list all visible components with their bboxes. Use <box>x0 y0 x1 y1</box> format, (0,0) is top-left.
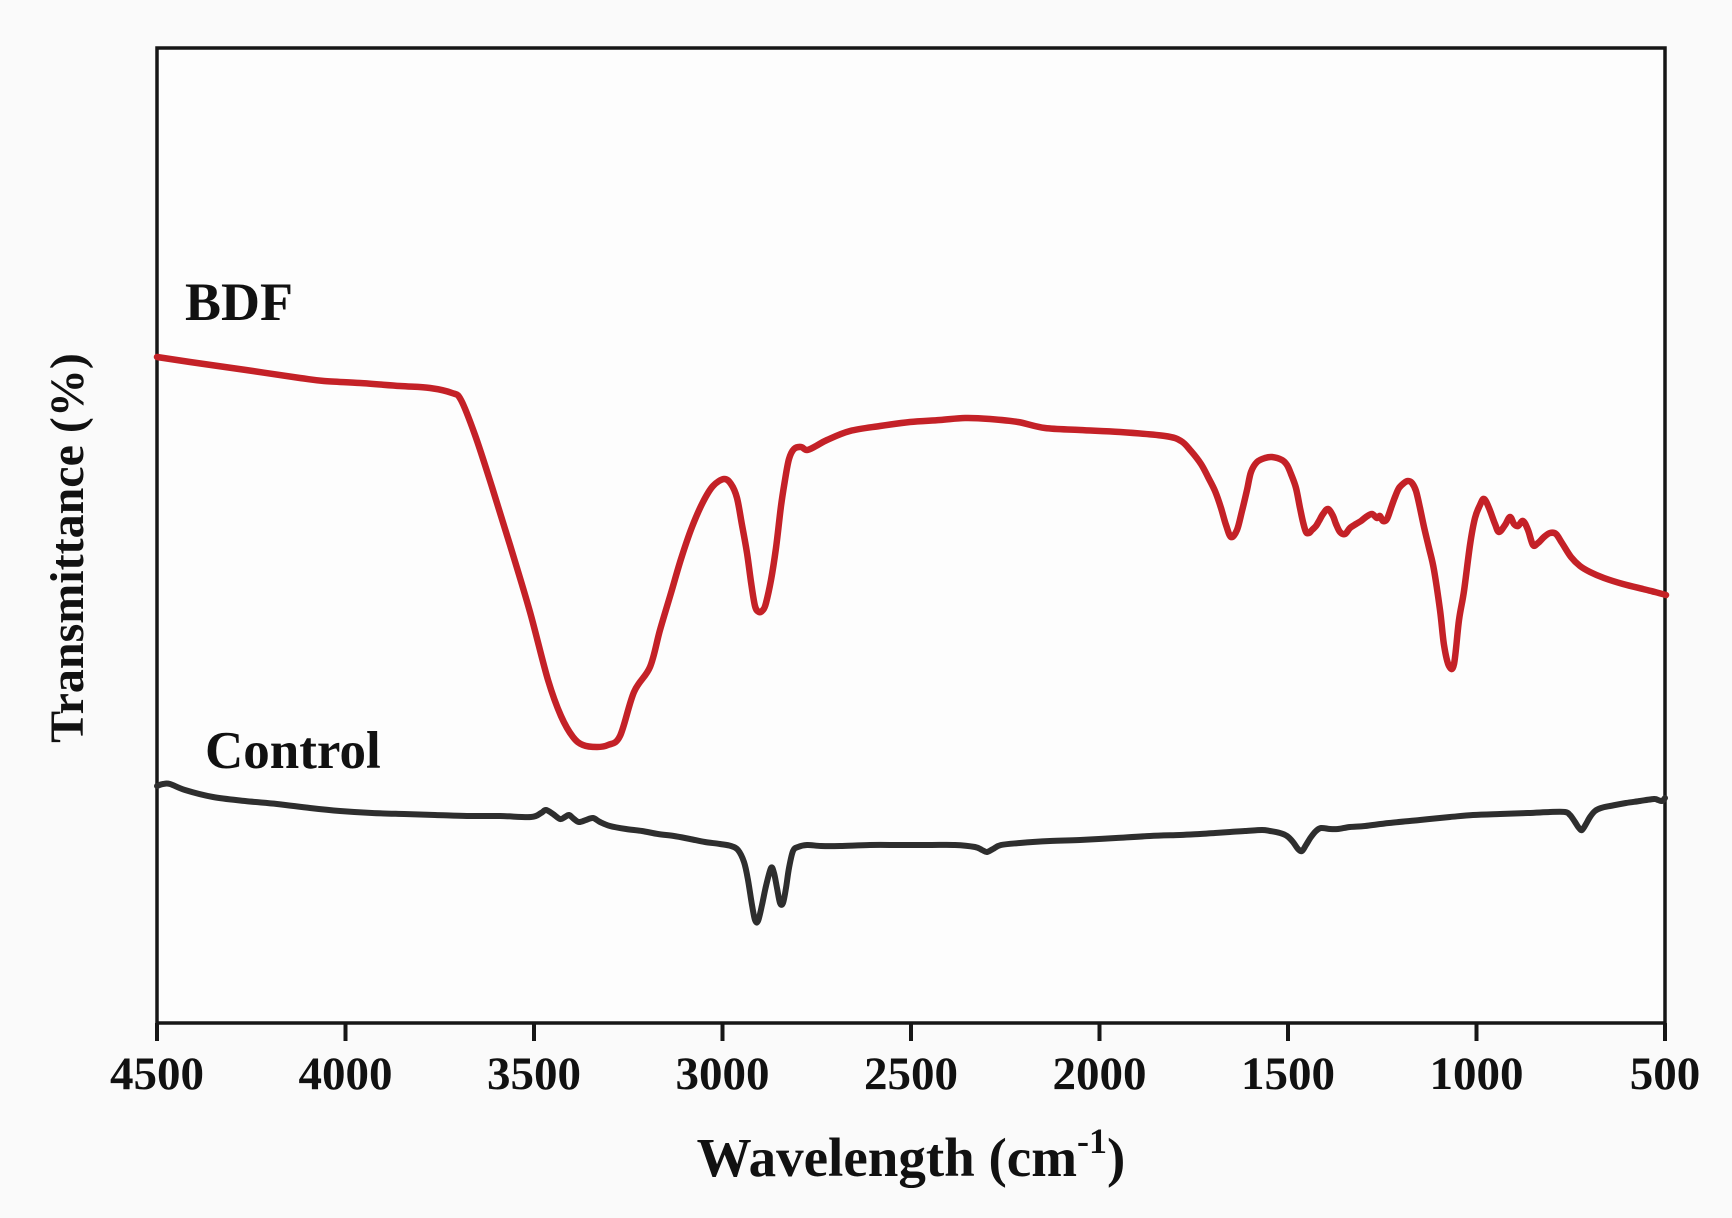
svg-text:1500: 1500 <box>1241 1048 1335 1100</box>
svg-text:4500: 4500 <box>110 1048 204 1100</box>
svg-text:Wavelength (cm-1): Wavelength (cm-1) <box>697 1121 1126 1188</box>
svg-text:1000: 1000 <box>1430 1048 1524 1100</box>
svg-text:Control: Control <box>205 722 381 780</box>
svg-text:3500: 3500 <box>487 1048 581 1100</box>
svg-text:500: 500 <box>1630 1048 1701 1100</box>
svg-text:2500: 2500 <box>864 1048 958 1100</box>
svg-text:4000: 4000 <box>299 1048 393 1100</box>
svg-text:BDF: BDF <box>185 272 293 332</box>
svg-text:Transmittance (%): Transmittance (%) <box>41 353 94 743</box>
svg-text:2000: 2000 <box>1053 1048 1147 1100</box>
svg-text:3000: 3000 <box>676 1048 770 1100</box>
